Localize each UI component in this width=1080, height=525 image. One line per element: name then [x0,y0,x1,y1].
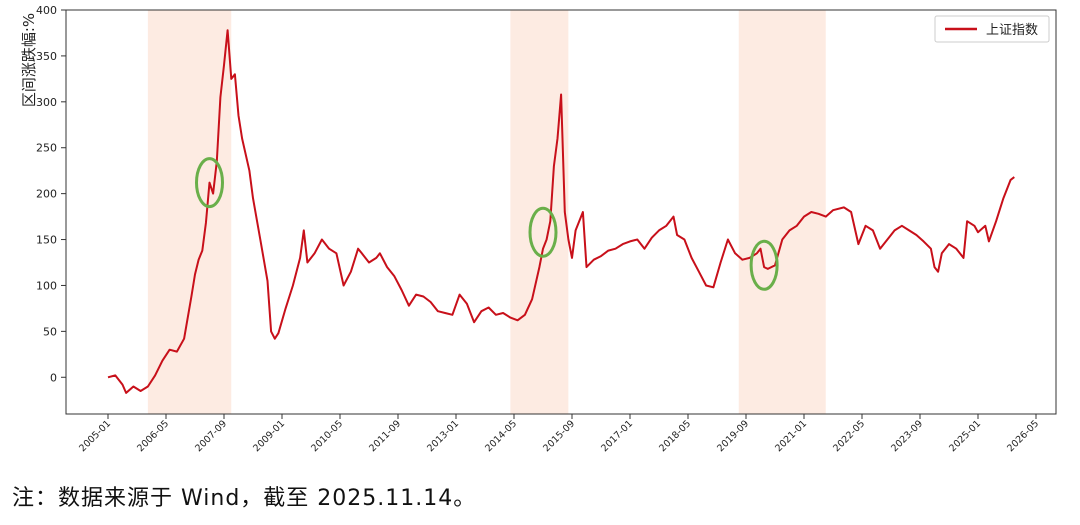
x-tick-label: 2013-01 [425,418,461,454]
x-tick-label: 2009-01 [251,418,287,454]
x-tick-label: 2015-09 [541,418,577,454]
x-tick-label: 2018-05 [657,418,693,454]
x-axis: 2005-01 2006-05 2007-09 2009-01 2010-05 2011-… [77,414,1041,454]
y-tick-label: 300 [36,96,57,109]
shaded-period-1 [147,10,232,414]
highlight-circle [749,239,779,291]
y-tick-label: 200 [36,188,57,201]
x-tick-label: 2017-01 [599,418,635,454]
series-lines [107,29,1015,394]
y-tick-label: 350 [36,50,57,63]
source-note: 注：数据来源于 Wind，截至 2025.11.14。 [12,486,477,511]
series-line [107,29,1015,394]
highlight-circles [195,157,779,291]
highlight-circle [528,206,558,258]
shaded-periods [147,10,826,414]
x-tick-label: 2026-05 [1005,418,1041,454]
x-tick-label: 2019-09 [715,418,751,454]
highlight-circle [195,157,224,209]
plot-frame [65,9,1057,415]
shaded-period-2 [510,10,569,414]
x-tick-label: 2021-01 [773,418,809,454]
x-tick-label: 2014-05 [483,418,519,454]
y-tick-label: 250 [36,142,57,155]
legend-box [934,15,1050,43]
x-tick-label: 2011-09 [367,418,403,454]
y-tick-label: 400 [36,4,57,17]
y-axis: 0 50 100 150 200 250 300 350 400 [36,4,66,384]
y-tick-label: 100 [36,279,57,292]
legend-label: 上证指数 [986,23,1038,38]
x-tick-label: 2010-05 [309,418,345,454]
x-tick-label: 2007-09 [193,418,229,454]
y-tick-label: 150 [36,234,57,247]
legend: 上证指数 [934,15,1050,43]
x-tick-label: 2006-05 [135,418,171,454]
y-tick-label: 50 [43,325,57,338]
y-axis-label: 区间涨跌幅:% [20,13,38,107]
x-tick-label: 2005-01 [77,418,113,454]
x-tick-label: 2022-05 [831,418,867,454]
x-tick-label: 2025-01 [947,418,983,454]
y-tick-label: 0 [50,371,57,384]
x-tick-label: 2023-09 [889,418,925,454]
